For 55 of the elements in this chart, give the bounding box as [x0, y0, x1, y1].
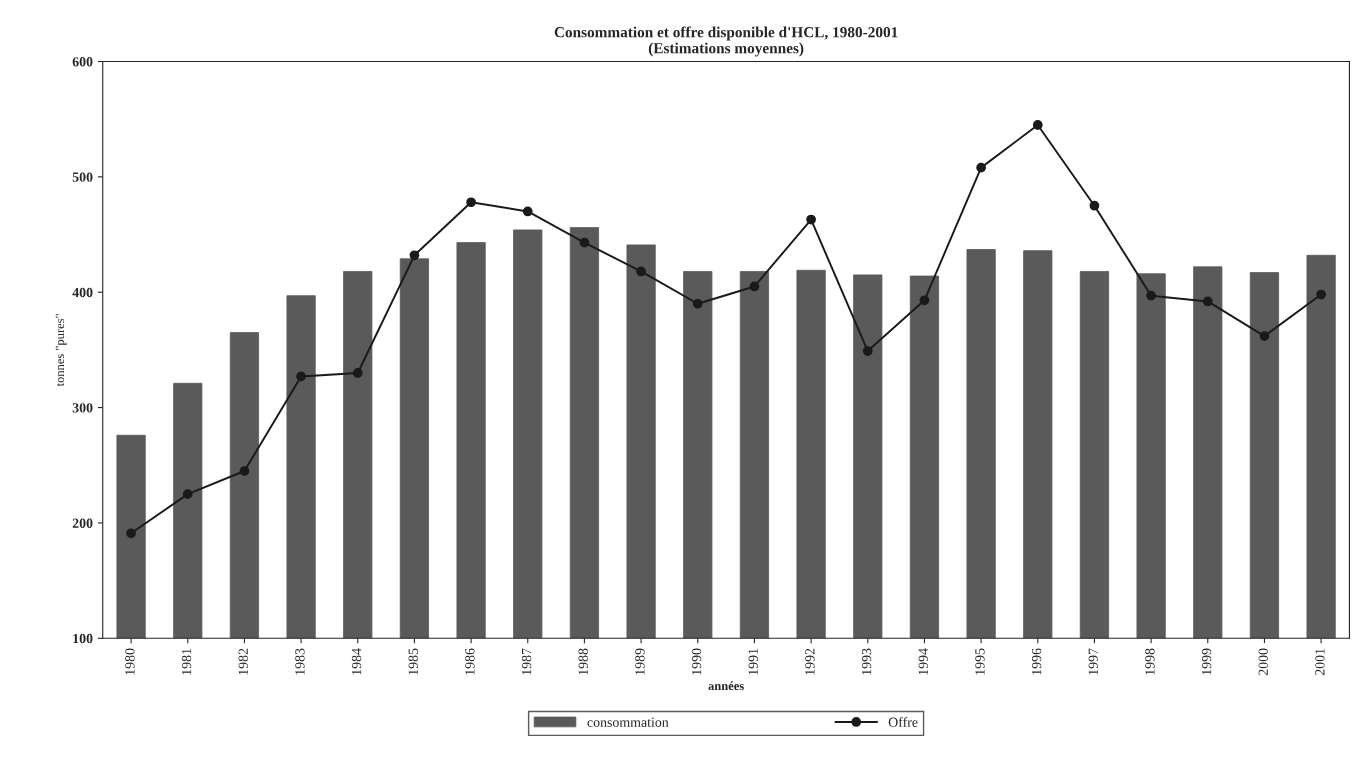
point	[636, 266, 646, 277]
x-tick-label: 1992	[805, 648, 815, 675]
x-tick-label: 1988	[578, 648, 588, 675]
x-tick-label: 2001	[1315, 648, 1325, 676]
point	[692, 298, 703, 309]
x-tick-label: 1986	[465, 648, 475, 675]
y-tick-label: 200	[72, 518, 93, 528]
point	[126, 528, 136, 539]
point	[1316, 289, 1326, 300]
point	[296, 371, 306, 382]
chart-title: Consommation et offre disponible d'HCL, 1980-2001 (Estimations moyennes)	[554, 26, 898, 57]
point	[352, 368, 363, 378]
y-tick-label: 500	[72, 172, 93, 182]
point	[1032, 120, 1043, 130]
legend-label: consommation	[587, 717, 669, 727]
x-tick-label: 1997	[1088, 648, 1098, 675]
point	[806, 214, 816, 225]
point	[239, 466, 250, 476]
x-tick-label: 1987	[521, 648, 532, 675]
y-tick-label: 400	[72, 287, 93, 298]
x-tick-label: 1993	[861, 648, 872, 675]
x-tick-label: 1999	[1201, 648, 1212, 675]
x-tick-label: 1983	[295, 648, 305, 675]
y-tick-label: 100	[73, 633, 93, 644]
x-tick-label: 1994	[918, 648, 928, 675]
point	[409, 250, 420, 261]
point	[749, 281, 760, 292]
point	[466, 197, 476, 208]
point	[1089, 200, 1100, 211]
point	[522, 206, 533, 217]
x-tick-label: 1995	[975, 648, 985, 675]
point	[919, 295, 930, 306]
point	[579, 237, 590, 248]
legend-label: Offre	[888, 717, 918, 727]
point	[182, 489, 193, 499]
point	[1146, 290, 1156, 301]
x-tick-label: 1998	[1145, 648, 1155, 675]
x-tick-label: 2000	[1258, 648, 1268, 676]
point	[862, 346, 873, 356]
x-tick-label: 1982	[238, 648, 248, 675]
point	[1259, 331, 1270, 341]
y-tick-label: 600	[72, 57, 93, 67]
x-tick-label: 1985	[408, 648, 418, 675]
x-tick-label: 1981	[181, 648, 192, 675]
x-tick-label: 1980	[125, 648, 135, 675]
x-tick-label: 1991	[748, 648, 758, 675]
x-tick-label: 1989	[635, 648, 645, 675]
point	[1202, 296, 1213, 307]
x-tick-label: 1990	[691, 648, 702, 675]
y-axis-title: tonnes "pures"	[55, 314, 67, 387]
y-tick-label: 300	[72, 403, 93, 413]
x-axis-title: années	[708, 681, 744, 691]
point	[976, 162, 986, 173]
x-tick-label: 1996	[1031, 648, 1042, 675]
x-tick-label: 1984	[351, 648, 362, 675]
